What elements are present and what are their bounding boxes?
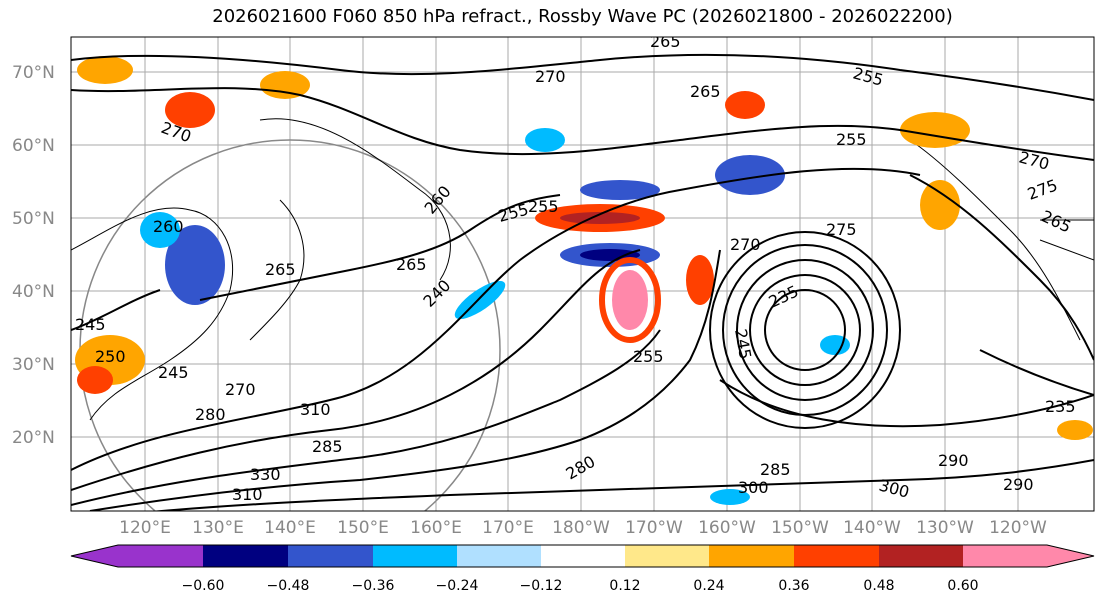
colorbar-tick: 0.36 [778, 578, 809, 594]
contour-label: 265 [690, 82, 721, 101]
lon-label: 150°W [771, 518, 829, 538]
contour-label: 300 [738, 478, 769, 497]
colorbar-segment [625, 545, 709, 567]
colorbar-segment [541, 545, 625, 567]
contour-label: 245 [75, 315, 106, 334]
anomaly-shading [75, 56, 1093, 505]
lat-label: 70°N [12, 63, 55, 83]
colorbar-segment [457, 545, 541, 567]
colorbar-segment [118, 545, 203, 567]
contour-label: 285 [760, 460, 791, 479]
lon-label: 160°E [410, 518, 462, 538]
colorbar-tick: −0.24 [436, 578, 479, 594]
contour-label: 275 [826, 220, 857, 239]
lon-label: 130°W [916, 518, 974, 538]
colorbar-tick: −0.48 [267, 578, 310, 594]
lon-label: 150°E [337, 518, 389, 538]
contour-label: 280 [195, 405, 226, 424]
lat-label: 60°N [12, 136, 55, 156]
lon-label: 170°W [625, 518, 683, 538]
lat-label: 50°N [12, 209, 55, 229]
contour-label: 330 [250, 465, 281, 484]
contour-label: 290 [938, 451, 969, 470]
colorbar-tick: −0.60 [182, 578, 225, 594]
contour-label: 255 [836, 130, 867, 149]
contour-label: 270 [535, 67, 566, 86]
contour-label: 270 [225, 380, 256, 399]
contour-label: 270 [730, 235, 761, 254]
map-title: 2026021600 F060 850 hPa refract., Rossby… [212, 6, 953, 27]
contour-label: 310 [300, 400, 331, 419]
map-frame [70, 36, 1095, 512]
colorbar-segment [879, 545, 963, 567]
lat-label: 30°N [12, 355, 55, 375]
colorbar-tick: 0.60 [947, 578, 978, 594]
contour-label: 290 [1003, 475, 1034, 494]
contour-label: 265 [650, 32, 681, 51]
colorbar: −0.60 −0.48 −0.36 −0.24 −0.12 0.12 0.24 … [70, 544, 1095, 594]
colorbar-segment [203, 545, 288, 567]
lon-label: 180°W [552, 518, 610, 538]
lon-label: 170°E [482, 518, 534, 538]
lon-label: 120°E [119, 518, 171, 538]
colorbar-segment [794, 545, 879, 567]
longitude-labels: 120°E 130°E 140°E 150°E 160°E 170°E 180°… [119, 518, 1047, 538]
colorbar-extend-min [71, 545, 118, 567]
contour-label: 310 [232, 485, 263, 504]
colorbar-extend-max [963, 545, 1094, 567]
contour-label: 260 [153, 217, 184, 236]
contour-label: 265 [396, 255, 427, 274]
contour-label: 245 [158, 363, 189, 382]
colorbar-segment [288, 545, 373, 567]
lon-label: 140°E [264, 518, 316, 538]
lat-label: 20°N [12, 428, 55, 448]
contour-label: 265 [265, 260, 296, 279]
colorbar-tick: −0.12 [520, 578, 563, 594]
colorbar-tick: −0.36 [352, 578, 395, 594]
colorbar-segment [709, 545, 794, 567]
contour-label: 255 [528, 197, 559, 216]
lon-label: 140°W [843, 518, 901, 538]
colorbar-tick: 0.24 [693, 578, 724, 594]
colorbar-tick: 0.12 [609, 578, 640, 594]
contour-label: 285 [312, 437, 343, 456]
lon-label: 120°W [989, 518, 1047, 538]
contour-label: 250 [95, 347, 126, 366]
contour-label: 255 [633, 347, 664, 366]
contour-label: 235 [1045, 397, 1076, 416]
contours [71, 53, 1094, 511]
colorbar-tick: 0.48 [863, 578, 894, 594]
colorbar-segment [373, 545, 457, 567]
lon-label: 130°E [192, 518, 244, 538]
latitude-labels: 70°N 60°N 50°N 40°N 30°N 20°N [12, 63, 55, 448]
lat-label: 40°N [12, 282, 55, 302]
lon-label: 160°W [698, 518, 756, 538]
